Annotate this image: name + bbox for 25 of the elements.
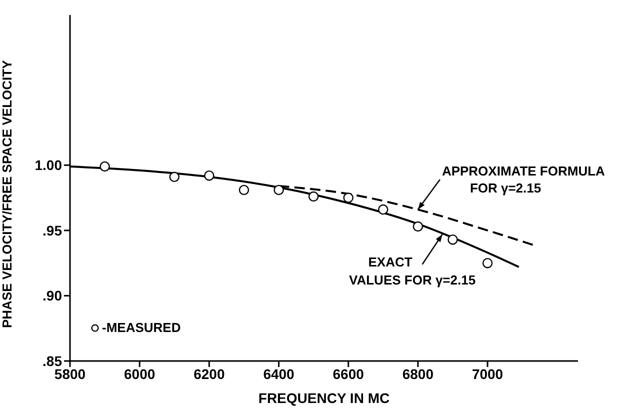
x-tick-label: 6200 — [194, 366, 225, 382]
x-axis-title: FREQUENCY IN MC — [258, 390, 390, 406]
point — [378, 204, 388, 215]
point — [204, 170, 214, 181]
x-tick-label: 6800 — [402, 366, 434, 382]
point — [343, 192, 354, 203]
x-tick-label: 6000 — [124, 366, 156, 382]
point — [238, 184, 250, 196]
annotation: EXACT VALUES FOR γ=2.15 — [349, 254, 476, 288]
point — [412, 221, 424, 232]
x-tick-label: 6600 — [332, 366, 364, 382]
y-axis-title: PHASE VELOCITY/FREE SPACE VELOCITY — [0, 60, 15, 328]
legend-label: -MEASURED — [102, 320, 181, 335]
point — [308, 191, 319, 202]
point — [448, 234, 458, 245]
point — [100, 161, 110, 172]
point — [274, 184, 284, 196]
point — [169, 172, 180, 182]
x-tick-label: 7000 — [472, 366, 504, 382]
y-tick-label: .90 — [42, 288, 62, 304]
point — [482, 258, 493, 268]
annotation: APPROXIMATE FORMULA FOR γ=2.15 — [442, 164, 606, 196]
y-tick-label: .95 — [42, 222, 62, 238]
x-tick-label: 6400 — [263, 366, 295, 382]
y-tick-label: 1.00 — [34, 157, 62, 174]
